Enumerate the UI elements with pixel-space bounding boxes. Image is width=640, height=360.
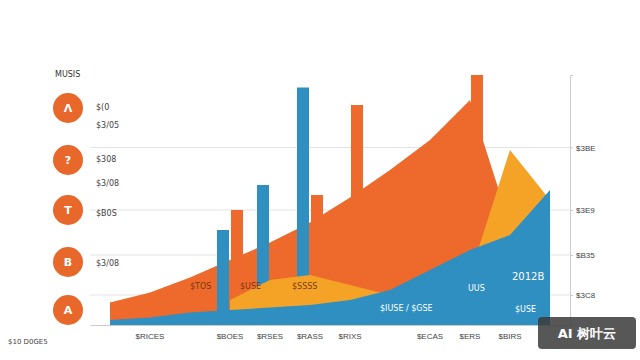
tick-label: $3E9 xyxy=(576,206,595,215)
icon-circle xyxy=(53,145,83,175)
annotations: MUSIS Λ? T B A $(0 $3/05 $308 $3/08 $B0S $3/08 $10 … xyxy=(8,70,636,349)
grid-line xyxy=(90,147,570,148)
annotation: $SSSS xyxy=(292,282,317,291)
tick: $RICES xyxy=(136,325,165,341)
tick: $BIRS xyxy=(498,325,521,341)
tick-label: $RSES xyxy=(257,332,283,341)
watermark: AI 树叶云 xyxy=(558,326,616,341)
tick-label: $RIXS xyxy=(338,332,361,341)
annotation: 2012B xyxy=(512,271,544,282)
tick: $B35 xyxy=(570,251,595,260)
icon-label: ? xyxy=(65,154,71,167)
annotation: $10 D0GE5 xyxy=(8,338,48,346)
annotation: $3/08 xyxy=(96,259,119,268)
annotation: $3/05 xyxy=(96,121,119,130)
icon-circle xyxy=(53,295,83,325)
area xyxy=(110,190,550,325)
tick: $RSES xyxy=(257,325,283,341)
annotation: $USE xyxy=(515,305,536,314)
tick-mark xyxy=(570,255,573,256)
y-axis: $3BE $3E9 $B35 $3C8 xyxy=(570,76,596,326)
tick-label: $ERS xyxy=(460,332,481,341)
tick: $RASS xyxy=(297,325,323,341)
icon-label: T xyxy=(64,204,72,217)
icon-circle xyxy=(53,247,83,277)
tick-mark xyxy=(570,295,573,296)
axis-line xyxy=(571,76,574,326)
annotation: $IUSE / $GSE xyxy=(380,304,433,313)
icon-label: Λ xyxy=(64,102,73,115)
tick-label: $ECAS xyxy=(417,332,443,341)
plot-marks xyxy=(110,75,550,325)
tick-label: $B35 xyxy=(576,251,595,260)
tick: $ERS xyxy=(460,325,481,341)
tick-label: $3C8 xyxy=(576,291,596,300)
tick-label: $RICES xyxy=(136,332,165,341)
annotation: MUSIS xyxy=(55,70,80,79)
tick: $3BE xyxy=(570,144,596,153)
chart: $3BE$3E9$B35$3C8$RICES$BOES$RSES$RASS$RI… xyxy=(0,0,640,360)
tick: $RIXS xyxy=(338,325,361,341)
tick: $ECAS xyxy=(417,325,443,341)
axis-line xyxy=(91,325,571,326)
tick-mark xyxy=(570,210,573,211)
x-axis: $RICES $BOES $RSES $RASS $RIXS $ECAS $ERS $BIRS xyxy=(91,325,571,341)
tick: $BOES xyxy=(217,325,244,341)
tick: $3E9 xyxy=(570,206,595,215)
icon-circle xyxy=(53,93,83,123)
annotation: $USE xyxy=(240,282,261,291)
icon-label: A xyxy=(64,304,73,317)
annotation: $TOS xyxy=(190,282,211,291)
tick: $3C8 xyxy=(570,291,596,300)
annotation: UUS xyxy=(468,284,485,293)
annotation: $B0S xyxy=(96,209,117,218)
annotation: $308 xyxy=(96,155,116,164)
tick-label: $3BE xyxy=(576,144,596,153)
area xyxy=(110,100,550,325)
tick-label: $BOES xyxy=(217,332,244,341)
tick-mark xyxy=(570,148,573,149)
icon-label: B xyxy=(64,256,72,269)
annotation: $(0 xyxy=(96,103,109,112)
icon-circle xyxy=(53,195,83,225)
tick-label: $BIRS xyxy=(498,332,521,341)
annotation: $3/08 xyxy=(96,179,119,188)
tick-label: $RASS xyxy=(297,332,323,341)
watermark-box xyxy=(538,317,636,349)
